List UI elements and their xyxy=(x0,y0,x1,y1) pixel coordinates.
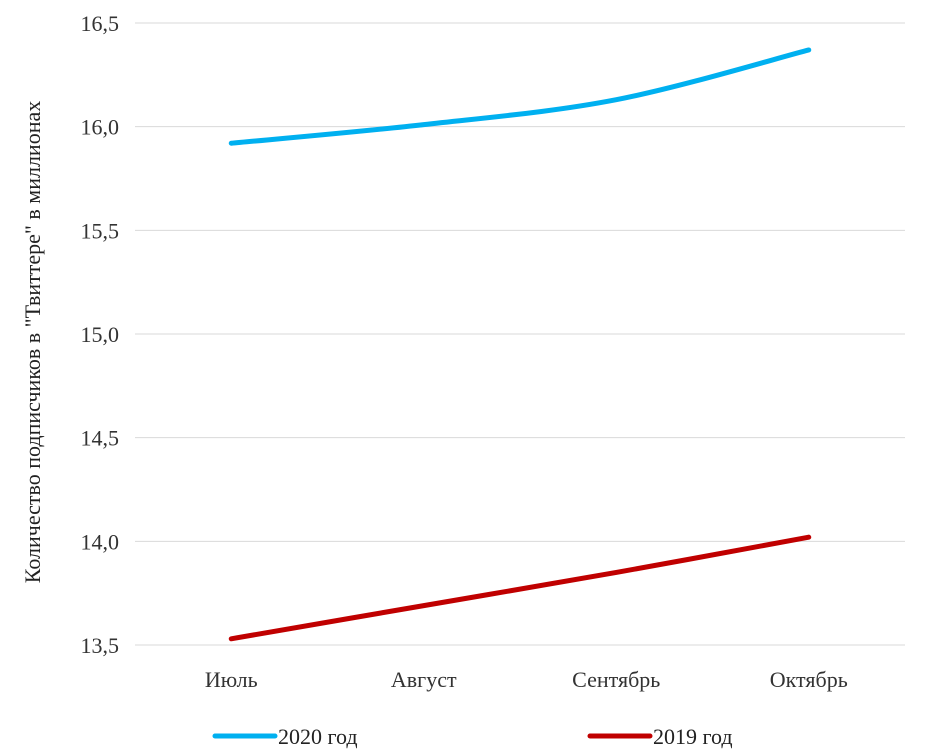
y-tick-labels: 13,5 14,0 14,5 15,0 15,5 16,0 16,5 xyxy=(81,11,120,658)
y-tick-label: 16,5 xyxy=(81,11,120,36)
series-line-0 xyxy=(228,47,812,146)
y-tick-label: 15,0 xyxy=(81,322,120,347)
legend: 2020 год 2019 год xyxy=(212,724,733,749)
y-tick-label: 16,0 xyxy=(81,115,120,140)
y-tick-label: 13,5 xyxy=(81,633,120,658)
y-tick-label: 15,5 xyxy=(81,218,120,243)
series-line-1 xyxy=(228,534,812,642)
y-tick-label: 14,5 xyxy=(81,426,120,451)
legend-label: 2019 год xyxy=(653,724,733,749)
x-tick-label: Июль xyxy=(205,667,258,692)
series-lines xyxy=(228,47,812,642)
x-tick-label: Сентябрь xyxy=(572,667,660,692)
y-tick-label: 14,0 xyxy=(81,529,120,554)
x-tick-label: Октябрь xyxy=(770,667,848,692)
grid-lines xyxy=(135,22,905,646)
legend-label: 2020 год xyxy=(278,724,358,749)
x-tick-label: Август xyxy=(391,667,457,692)
x-tick-labels: Июль Август Сентябрь Октябрь xyxy=(205,667,848,692)
y-axis-title: Количество подписчиков в "Твиттере" в ми… xyxy=(20,101,45,584)
